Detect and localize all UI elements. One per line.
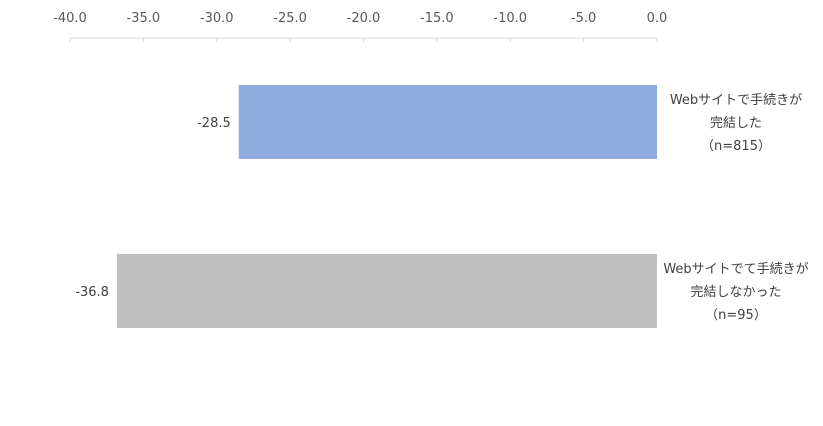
category-label: 完結しなかった [690,285,781,300]
x-tick-label: -5.0 [571,11,596,26]
x-axis-ticks: -40.0 -35.0 -30.0 -25.0 -20.0 -15.0 -10.0 -5.0 0… [53,11,667,42]
bar [116,254,657,328]
category-label: Webサイトでて手続きが [663,262,808,277]
x-tick-label: -15.0 [420,11,454,26]
x-tick-label: -25.0 [273,11,307,26]
data-labels: -28.5 -36.8 [75,116,230,300]
data-label: -36.8 [75,285,109,300]
x-tick-label: -10.0 [493,11,527,26]
bar [238,85,657,159]
x-tick-label: -30.0 [200,11,234,26]
data-label: -28.5 [197,116,231,131]
category-label: （n=95） [705,308,767,323]
x-tick-label: -35.0 [127,11,161,26]
bars [116,85,657,328]
x-tick-label: -20.0 [347,11,381,26]
x-tick-label: -40.0 [53,11,87,26]
category-label: 完結した [710,116,762,131]
x-tick-label: 0.0 [647,11,668,26]
category-label: （n=815） [701,139,771,154]
category-label: Webサイトで手続きが [670,93,802,108]
